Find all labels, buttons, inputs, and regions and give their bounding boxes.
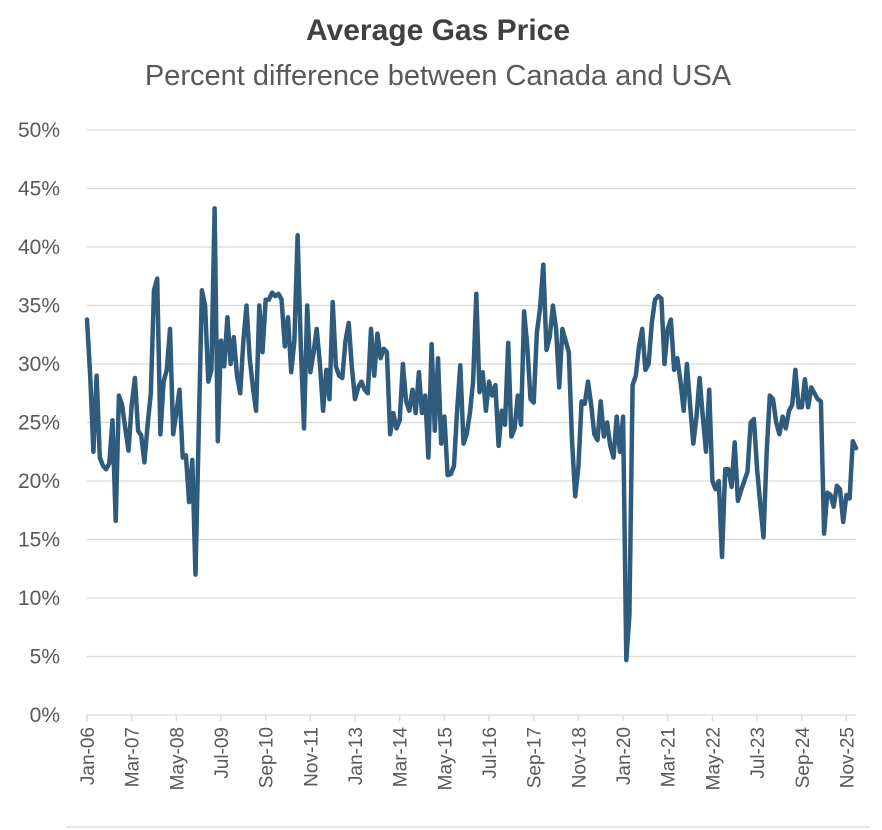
x-tick-label: Nov-18 [569,727,590,788]
y-tick-label: 45% [18,178,60,201]
y-tick-label: 30% [18,353,60,376]
x-tick-label: May-15 [435,727,456,790]
x-tick-label: Jan-20 [614,727,635,785]
x-tick-label: Mar-07 [123,727,144,787]
y-tick-label: 0% [30,704,60,727]
x-tick-label: May-08 [167,727,188,790]
y-tick-label: 40% [18,236,60,259]
x-tick-label: May-22 [703,727,724,790]
x-tick-label: Jan-06 [78,727,99,785]
y-tick-label: 5% [30,646,60,669]
y-tick-label: 10% [18,587,60,610]
x-tick-label: Jul-23 [748,727,769,779]
x-tick-label: Mar-14 [391,727,412,788]
series-layer [84,206,859,663]
x-tick-label: Sep-10 [257,727,278,788]
y-tick-label: 20% [18,470,60,493]
y-tick-label: 25% [18,412,60,435]
x-tick-label: Sep-17 [525,727,546,788]
chart-title: Average Gas Price [305,14,571,47]
series-line [84,206,859,663]
chart-subtitle: Percent difference between Canada and US… [144,60,732,92]
x-tick-label: Mar-21 [659,727,680,787]
x-tick-label: Nov-11 [301,727,322,787]
y-axis-tick-labels: 0% 5% 10% 15% 20% 25% 30% 35% 40% 45% 50% [18,119,60,727]
x-tick-label: Jan-13 [346,727,367,785]
y-tick-label: 15% [18,529,60,552]
x-tick-label: Jul-09 [212,727,233,779]
y-tick-label: 50% [18,119,60,142]
y-tick-label: 35% [18,295,60,318]
x-tick-label: Sep-24 [793,727,814,789]
x-tick-label: Jul-16 [480,727,501,779]
x-tick-label: Nov-25 [837,727,858,788]
gridlines [87,129,856,716]
x-axis-tick-labels: Jan-06 Mar-07 May-08 Jul-09 Sep-10 Nov-11 Jan-… [78,715,858,790]
